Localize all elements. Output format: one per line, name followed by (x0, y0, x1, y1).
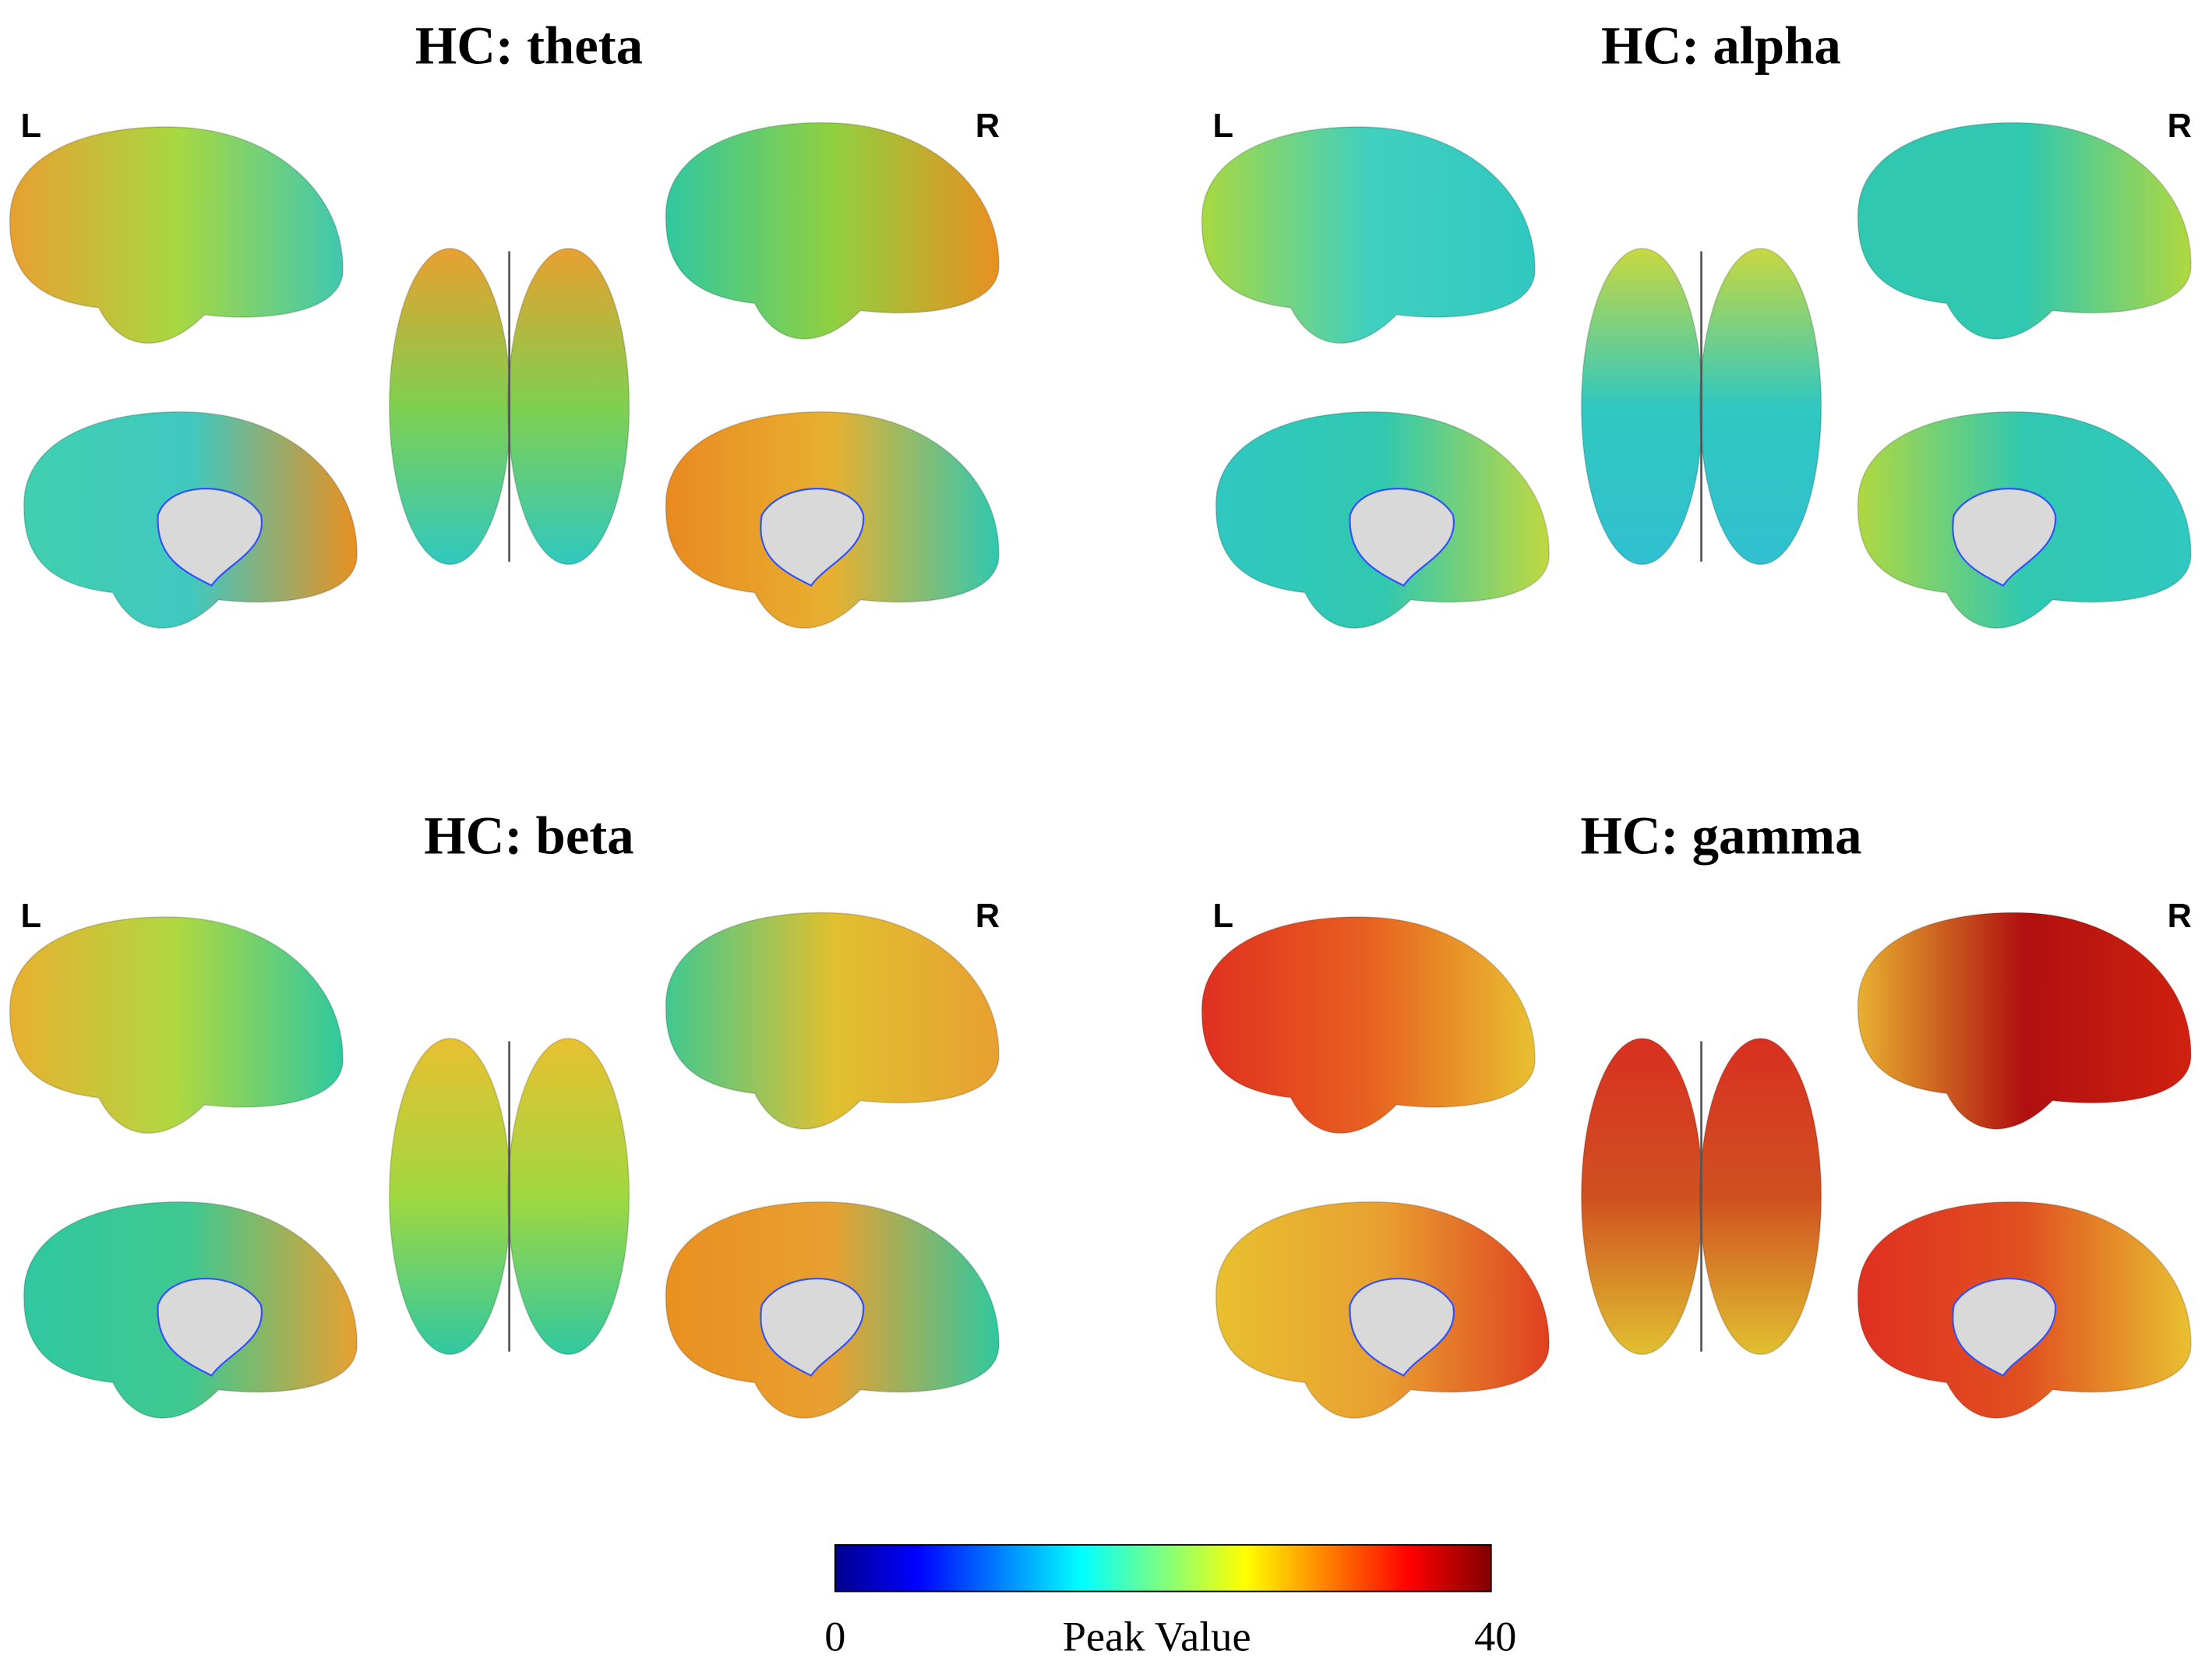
medial-cut (760, 488, 865, 587)
brain-lateral-right (1857, 122, 2192, 340)
left-label: L (21, 898, 42, 935)
brain-dorsal-right (1699, 1037, 1822, 1356)
brain-dorsal-left (388, 247, 512, 566)
brain-lateral-left (1201, 915, 1536, 1134)
medial-cut (157, 1277, 263, 1377)
brain-dorsal-right (1699, 247, 1822, 566)
brain-lateral-right (1857, 912, 2192, 1130)
brain-dorsal-right (506, 247, 630, 566)
medial-cut (1952, 488, 2057, 587)
medial-cut (1349, 488, 1455, 587)
panel: HC: theta L R (9, 16, 1000, 629)
panel: HC: alpha L R (1201, 16, 2192, 629)
colorbar-max: 40 (1474, 1614, 1516, 1660)
medial-cut (157, 488, 263, 587)
panel-title: HC: theta (415, 16, 643, 76)
medial-cut (1349, 1277, 1455, 1377)
colorbar-min: 0 (824, 1614, 845, 1660)
brain-dorsal-left (388, 1037, 512, 1356)
colorbar (834, 1543, 1492, 1593)
brain-lateral-right (665, 912, 1000, 1130)
panel: HC: gamma L R (1201, 806, 2192, 1419)
brain-lateral-left (9, 126, 344, 344)
left-label: L (21, 108, 42, 145)
brain-dorsal-left (1580, 1037, 1704, 1356)
left-label: L (1213, 108, 1234, 145)
left-label: L (1213, 898, 1234, 935)
panel: HC: beta L R (9, 806, 1000, 1419)
right-label: R (2168, 108, 2192, 145)
brain-lateral-right (665, 122, 1000, 340)
right-label: R (975, 898, 1000, 935)
brain-lateral-left (1201, 126, 1536, 344)
right-label: R (2168, 898, 2192, 935)
brain-dorsal-right (506, 1037, 630, 1356)
medial-cut (1952, 1277, 2057, 1377)
brain-dorsal-left (1580, 247, 1704, 566)
brain-lateral-left (9, 915, 344, 1134)
medial-cut (760, 1277, 865, 1377)
right-label: R (975, 108, 1000, 145)
panel-title: HC: alpha (1601, 16, 1841, 76)
panel-title: HC: gamma (1580, 806, 1861, 866)
colorbar-label: Peak Value (1063, 1614, 1251, 1660)
panel-title: HC: beta (424, 806, 633, 866)
